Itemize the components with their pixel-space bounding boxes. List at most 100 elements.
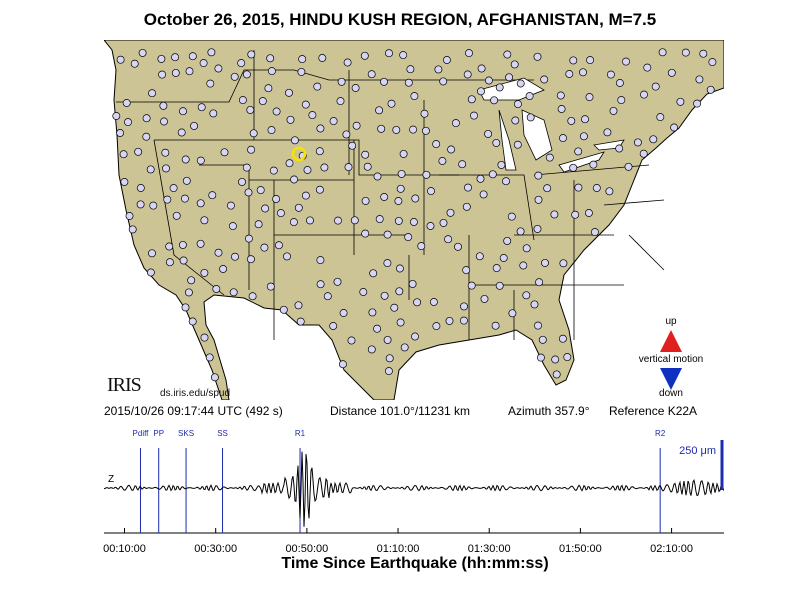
station-dot (462, 202, 471, 211)
station-dot (459, 316, 468, 325)
station-dot (404, 233, 413, 242)
legend-down-label: down (659, 388, 683, 399)
station-dot (205, 353, 214, 362)
station-dot (214, 64, 223, 73)
reference-station-marker[interactable] (291, 146, 307, 162)
up-arrow-icon (660, 330, 682, 352)
x-tick-label: 00:50:00 (285, 543, 329, 555)
legend-motion-label: vertical motion (638, 354, 704, 365)
station-dot (550, 210, 559, 219)
station-dot (285, 88, 293, 97)
station-dot (149, 201, 158, 210)
down-arrow-icon (660, 368, 682, 390)
station-dot (522, 244, 531, 253)
station-dot (708, 58, 717, 67)
station-dot (535, 278, 544, 287)
station-dot (306, 216, 314, 225)
station-dot (247, 145, 256, 154)
station-dot (511, 116, 520, 125)
station-dot (289, 218, 298, 227)
iris-logo: IRIS (107, 374, 142, 396)
amplitude-scale-label: 250 μm (679, 445, 716, 457)
station-dot (316, 256, 325, 265)
station-dot (136, 184, 145, 192)
station-dot (394, 216, 403, 225)
station-dot (516, 79, 525, 88)
station-dot (367, 345, 376, 354)
station-dot (122, 99, 131, 107)
reference-station: Reference K22A (609, 404, 698, 418)
station-dot (556, 91, 565, 100)
station-dot (188, 52, 197, 61)
phase-marker-label: R1 (295, 429, 306, 438)
station-dot (432, 322, 441, 331)
station-dot (589, 160, 598, 169)
station-dot (276, 209, 285, 218)
station-dot (316, 280, 325, 289)
station-dot (541, 258, 549, 267)
station-dot (420, 109, 429, 118)
station-dot (533, 52, 542, 61)
station-dot (399, 51, 408, 60)
station-dot (165, 258, 174, 267)
station-dot (574, 147, 583, 156)
station-dot (385, 354, 394, 363)
station-dot (385, 49, 393, 58)
station-dot (290, 136, 299, 145)
legend-arrows (660, 330, 682, 390)
station-dot (298, 55, 307, 64)
station-dot (214, 248, 223, 257)
station-dot (260, 243, 269, 252)
station-dot (384, 367, 393, 376)
station-dot (180, 194, 189, 203)
station-dot (439, 218, 448, 227)
station-dot (187, 276, 196, 285)
station-dot (373, 172, 382, 181)
station-dot (411, 332, 419, 341)
station-dot (565, 70, 574, 78)
iris-url[interactable]: ds.iris.edu/spud (160, 388, 231, 399)
station-dot (399, 149, 408, 158)
station-dot (477, 64, 486, 73)
station-dot (513, 140, 522, 149)
x-tick-label: 00:10:00 (103, 543, 146, 555)
station-dot (439, 77, 448, 86)
station-dot (148, 89, 157, 98)
station-dot (248, 292, 257, 301)
station-dot (361, 196, 370, 205)
station-dot (190, 121, 199, 130)
x-tick-label: 01:10:00 (376, 543, 420, 555)
station-dot (342, 130, 351, 139)
station-dot (605, 187, 614, 196)
station-dot (318, 54, 327, 62)
station-dot (196, 199, 205, 208)
station-dot (242, 163, 251, 172)
phase-marker-label: SS (217, 429, 228, 438)
station-dot (502, 177, 510, 186)
x-axis-title: Time Since Earthquake (hh:mm:ss) (281, 555, 549, 572)
station-dot (534, 321, 542, 330)
station-dot (567, 116, 576, 125)
station-dot (447, 145, 456, 154)
station-dot (651, 82, 660, 91)
station-dot (563, 353, 572, 362)
station-dot (432, 140, 441, 149)
station-dot (171, 68, 180, 77)
station-dot (533, 224, 542, 233)
station-dot (230, 72, 239, 81)
station-dot (534, 195, 543, 204)
station-dot (283, 252, 291, 261)
station-dot (693, 99, 702, 108)
station-dot (185, 67, 194, 76)
station-dot (592, 184, 601, 192)
station-dot (142, 132, 151, 141)
station-dot (490, 96, 499, 105)
station-dot (112, 112, 121, 120)
station-dot (606, 70, 615, 79)
station-dot (237, 59, 246, 68)
station-dot (462, 266, 471, 275)
station-dot (395, 264, 404, 273)
station-dot (426, 222, 435, 230)
station-dot (640, 90, 648, 99)
station-dot (373, 324, 382, 333)
